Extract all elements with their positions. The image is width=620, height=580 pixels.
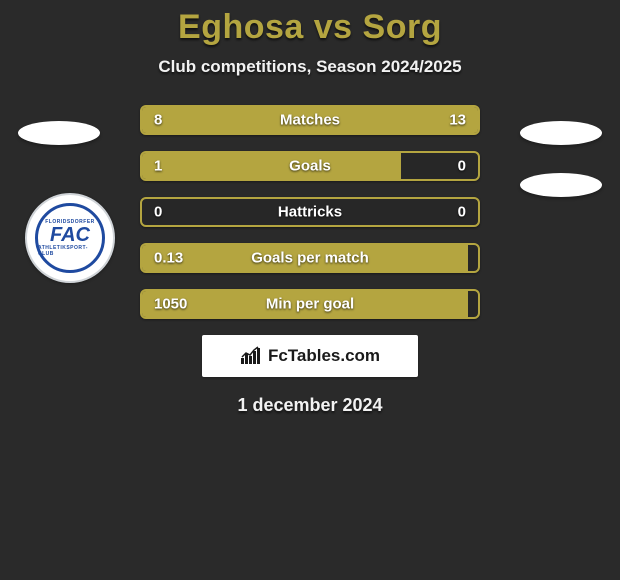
stat-row: 0 Hattricks 0 <box>140 197 480 227</box>
player1-club-badge: FLORIDSDORFER FAC ATHLETIKSPORT-CLUB <box>25 193 115 283</box>
stat-row: 0.13 Goals per match <box>140 243 480 273</box>
player1-slot <box>18 121 100 145</box>
stat-bar-left <box>142 153 401 179</box>
badge-text: FAC <box>50 225 90 245</box>
snapshot-date: 1 december 2024 <box>0 395 620 416</box>
stat-label: Goals per match <box>251 250 369 267</box>
stat-value-left: 1050 <box>154 296 187 313</box>
stat-label: Min per goal <box>266 296 354 313</box>
stat-row: 8 Matches 13 <box>140 105 480 135</box>
stat-value-right: 13 <box>449 112 466 129</box>
stat-label: Hattricks <box>278 204 342 221</box>
subtitle: Club competitions, Season 2024/2025 <box>0 57 620 77</box>
brand-text: FcTables.com <box>268 346 380 366</box>
stat-value-right: 0 <box>458 158 466 175</box>
player2-slot <box>520 121 602 145</box>
player2-club-slot <box>520 173 602 197</box>
stat-value-right: 0 <box>458 204 466 221</box>
stat-value-left: 1 <box>154 158 162 175</box>
stat-rows: 8 Matches 13 1 Goals 0 0 Hattricks 0 0.13 Goals pe… <box>140 105 480 319</box>
stat-value-left: 8 <box>154 112 162 129</box>
brand-badge: FcTables.com <box>202 335 418 377</box>
stat-value-left: 0.13 <box>154 250 183 267</box>
stat-row: 1050 Min per goal <box>140 289 480 319</box>
comparison-area: FLORIDSDORFER FAC ATHLETIKSPORT-CLUB 8 Ma… <box>0 105 620 416</box>
stat-value-left: 0 <box>154 204 162 221</box>
stat-label: Matches <box>280 112 340 129</box>
stat-row: 1 Goals 0 <box>140 151 480 181</box>
badge-arc-bottom: ATHLETIKSPORT-CLUB <box>38 245 102 257</box>
page-title: Eghosa vs Sorg <box>0 8 620 47</box>
stat-label: Goals <box>289 158 331 175</box>
chart-icon <box>240 346 262 366</box>
